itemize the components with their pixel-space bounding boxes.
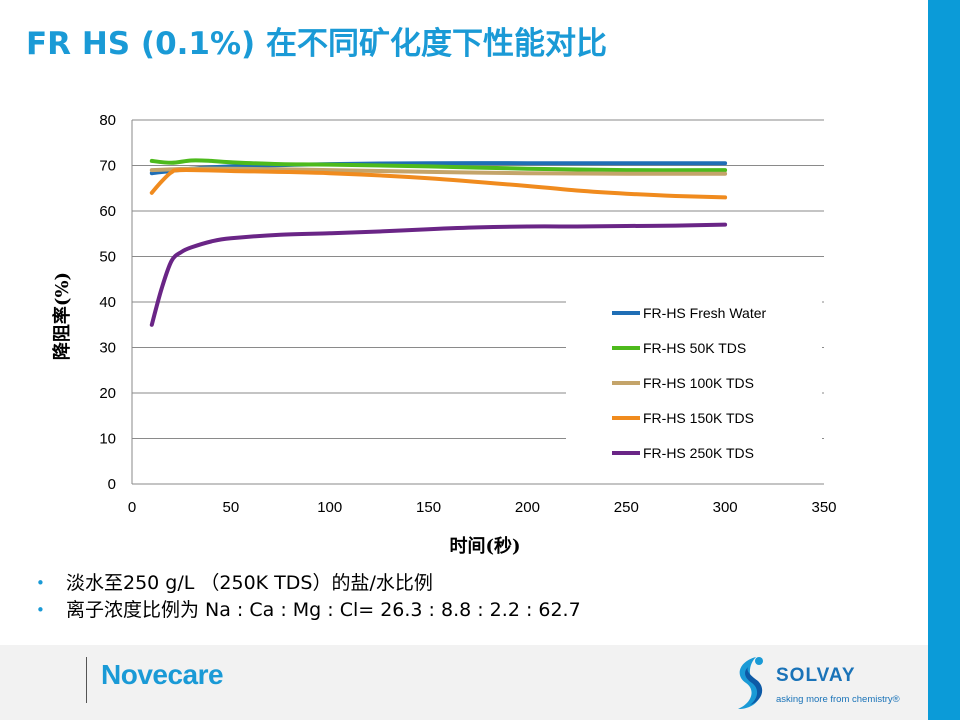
y-tick-label: 30 bbox=[99, 340, 116, 357]
y-tick-label: 40 bbox=[99, 294, 116, 311]
bullet-text: 淡水至250 g/L （250K TDS）的盐/水比例 bbox=[66, 572, 433, 594]
legend-label: FR-HS 250K TDS bbox=[643, 445, 754, 461]
y-tick-label: 80 bbox=[99, 112, 116, 129]
x-tick-label: 250 bbox=[614, 499, 639, 516]
y-tick-labels: 0 10 20 30 40 50 60 70 80 bbox=[99, 112, 116, 493]
x-axis-label: 时间(秒) bbox=[449, 535, 520, 557]
legend-background bbox=[566, 292, 822, 472]
legend-label: FR-HS 150K TDS bbox=[643, 410, 754, 426]
footer-divider bbox=[86, 657, 87, 703]
series-line bbox=[149, 222, 728, 327]
bullet-dot-icon: • bbox=[36, 574, 45, 592]
x-tick-label: 300 bbox=[713, 499, 738, 516]
bullet-item: • 离子浓度比例为 Na : Ca : Mg : Cl= 26.3 : 8.8 … bbox=[36, 597, 581, 624]
y-tick-label: 50 bbox=[99, 249, 116, 266]
y-tick-label: 0 bbox=[108, 476, 116, 493]
y-tick-label: 70 bbox=[99, 158, 116, 175]
x-tick-label: 50 bbox=[223, 499, 240, 516]
solvay-tagline: asking more from chemistry® bbox=[776, 694, 900, 705]
series-line bbox=[149, 168, 728, 200]
x-tick-label: 150 bbox=[416, 499, 441, 516]
series-line bbox=[149, 158, 728, 173]
y-tick-label: 10 bbox=[99, 431, 116, 448]
solvay-emblem-icon bbox=[738, 657, 763, 709]
footer: Novecare SOLVAY asking more from chemist… bbox=[0, 645, 928, 720]
legend-label: FR-HS 100K TDS bbox=[643, 375, 754, 391]
x-tick-label: 350 bbox=[811, 499, 836, 516]
x-tick-label: 200 bbox=[515, 499, 540, 516]
slide-title: FR HS (0.1%) 在不同矿化度下性能对比 bbox=[26, 26, 608, 62]
novecare-brand: Novecare bbox=[101, 659, 224, 690]
bullet-text: 离子浓度比例为 Na : Ca : Mg : Cl= 26.3 : 8.8 : … bbox=[66, 599, 581, 621]
chart-legend: FR-HS Fresh Water FR-HS 50K TDS FR-HS 100K… bbox=[566, 292, 822, 472]
y-axis-label: 降阻率(%) bbox=[51, 272, 73, 360]
x-tick-labels: 0 50 100 150 200 250 300 350 bbox=[128, 499, 837, 516]
x-tick-label: 100 bbox=[317, 499, 342, 516]
solvay-logo: SOLVAY asking more from chemistry® bbox=[726, 653, 926, 715]
bullet-dot-icon: • bbox=[36, 601, 45, 619]
x-tick-label: 0 bbox=[128, 499, 136, 516]
bullet-item: • 淡水至250 g/L （250K TDS）的盐/水比例 bbox=[36, 570, 581, 597]
right-accent-bar bbox=[928, 0, 960, 720]
legend-label: FR-HS 50K TDS bbox=[643, 340, 746, 356]
chart-axes bbox=[131, 120, 824, 485]
series-lines bbox=[149, 158, 728, 327]
y-tick-label: 20 bbox=[99, 385, 116, 402]
solvay-name: SOLVAY bbox=[776, 665, 856, 686]
legend-label: FR-HS Fresh Water bbox=[643, 305, 766, 321]
bullet-list: • 淡水至250 g/L （250K TDS）的盐/水比例 • 离子浓度比例为 … bbox=[36, 570, 581, 624]
y-tick-label: 60 bbox=[99, 203, 116, 220]
